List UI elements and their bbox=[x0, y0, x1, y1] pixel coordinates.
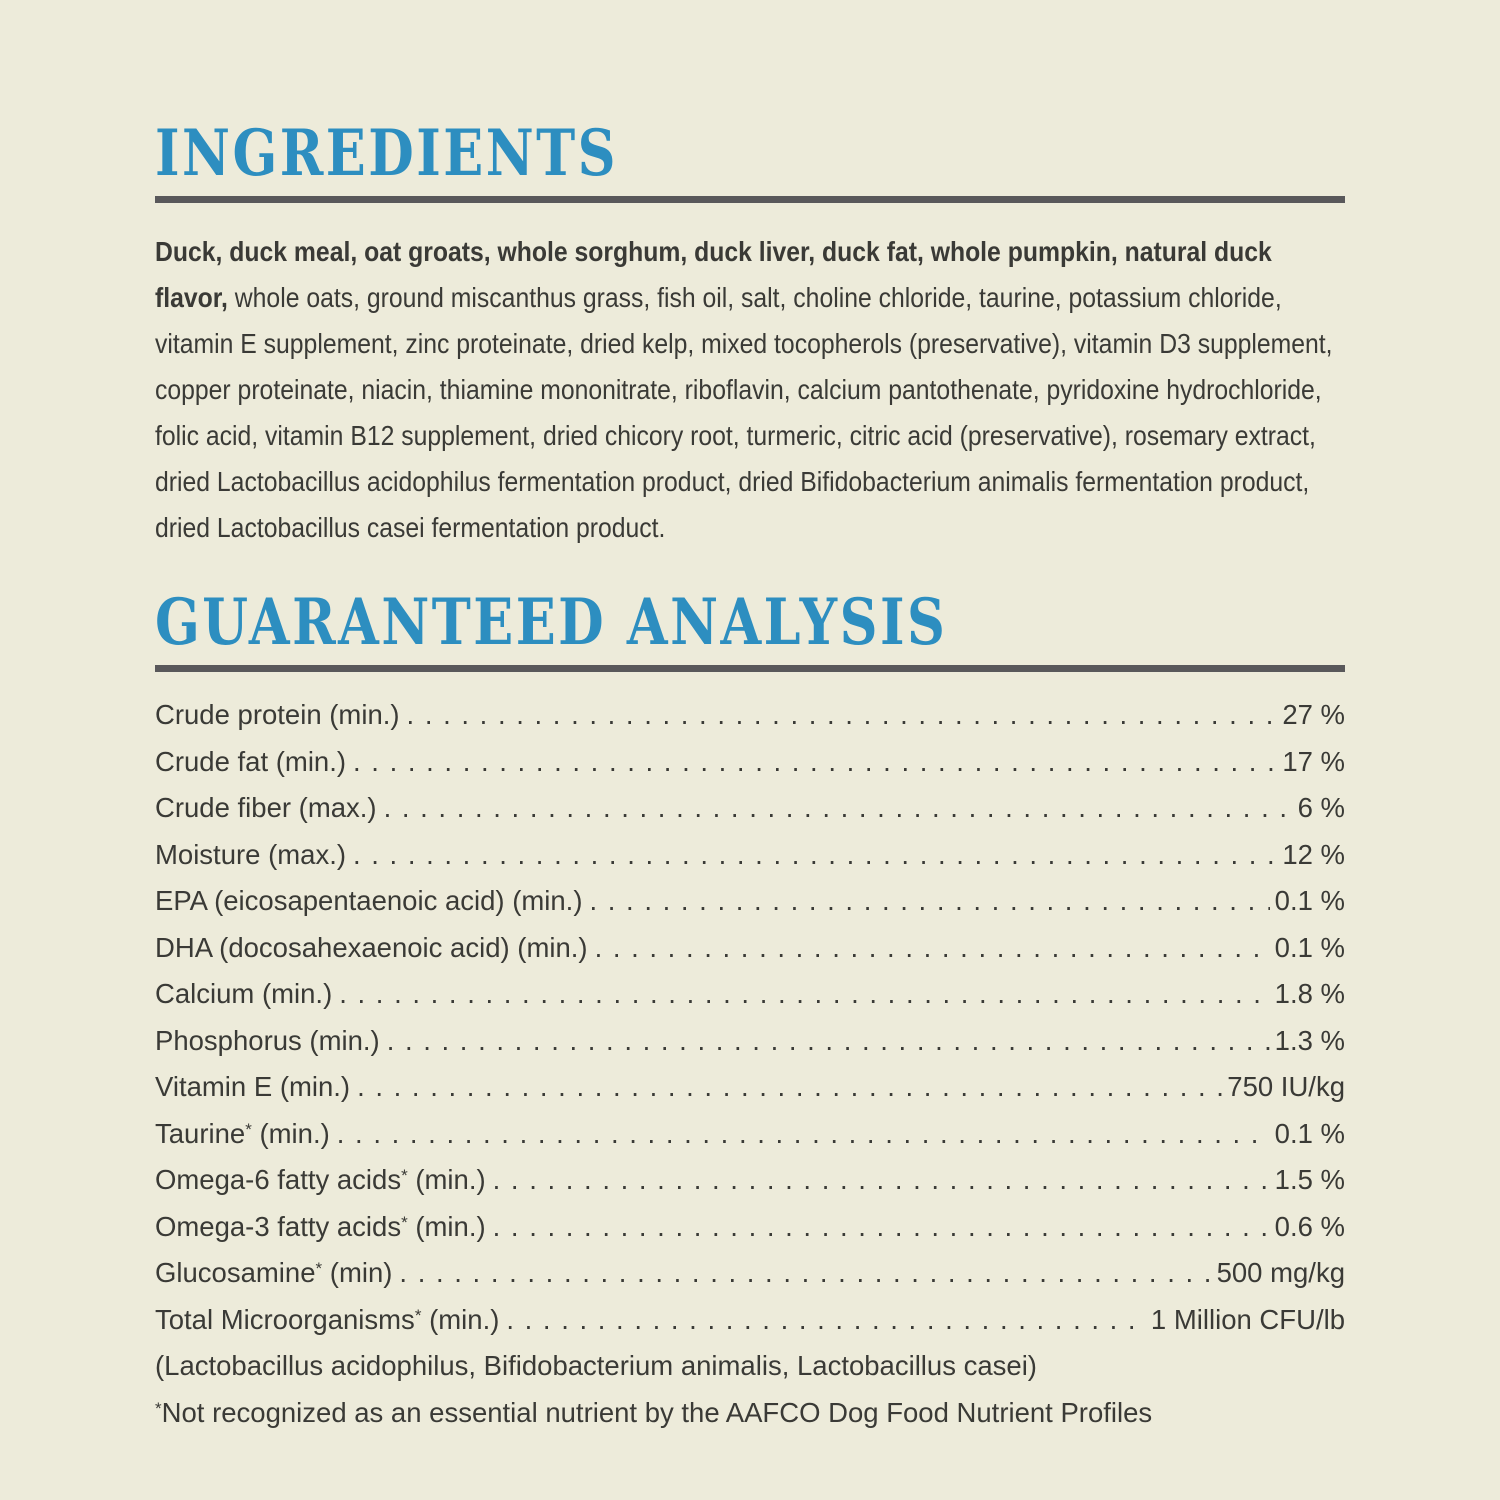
ingredients-text: Duck, duck meal, oat groats, whole sorgh… bbox=[155, 229, 1345, 551]
leader-dots bbox=[589, 878, 1269, 925]
row-value: 17 % bbox=[1282, 745, 1345, 777]
analysis-row-taurine: Taurine* (min.) 0.1 % bbox=[155, 1111, 1345, 1158]
leader-dots bbox=[387, 1018, 1270, 1065]
footnote-asterisk: * bbox=[315, 1259, 323, 1279]
leader-dots bbox=[353, 832, 1277, 879]
aafco-footnote: *Not recognized as an essential nutrient… bbox=[155, 1390, 1345, 1441]
leader-dots bbox=[595, 925, 1270, 972]
row-label: Moisture (max.) bbox=[155, 838, 346, 870]
row-value: 0.1 % bbox=[1274, 931, 1345, 963]
ingredients-rest: whole oats, ground miscanthus grass, fis… bbox=[155, 282, 1333, 543]
analysis-row-omega-3: Omega-3 fatty acids* (min.) 0.6 % bbox=[155, 1204, 1345, 1251]
guaranteed-analysis-table: Crude protein (min.) 27 % Crude fat (min… bbox=[155, 692, 1345, 1343]
footnote-asterisk: * bbox=[414, 1305, 422, 1325]
analysis-row-calcium: Calcium (min.) 1.8 % bbox=[155, 971, 1345, 1018]
ingredients-title: INGREDIENTS bbox=[155, 116, 618, 191]
leader-dots bbox=[337, 1111, 1270, 1158]
leader-dots bbox=[399, 1250, 1211, 1297]
row-label: EPA (eicosapentaenoic acid) (min.) bbox=[155, 885, 583, 916]
analysis-row-total-microorganisms: Total Microorganisms* (min.) 1 Million C… bbox=[155, 1297, 1345, 1344]
analysis-row-glucosamine: Glucosamine* (min) 500 mg/kg bbox=[155, 1250, 1345, 1297]
row-label: Omega-6 fatty acids* (min.) bbox=[155, 1164, 486, 1195]
row-value: 6 % bbox=[1297, 792, 1345, 823]
row-label: Crude fat (min.) bbox=[155, 745, 347, 777]
footnote-asterisk: * bbox=[401, 1166, 408, 1186]
leader-dots bbox=[384, 785, 1293, 832]
guaranteed-analysis-title: GUARANTEED ANALYSIS bbox=[155, 585, 948, 660]
row-value: 1.8 % bbox=[1274, 978, 1345, 1009]
analysis-row-vitamin-e: Vitamin E (min.) 750 IU/kg bbox=[155, 1064, 1345, 1111]
analysis-row-moisture: Moisture (max.) 12 % bbox=[155, 832, 1345, 879]
leader-dots bbox=[339, 971, 1269, 1018]
analysis-row-crude-fat: Crude fat (min.) 17 % bbox=[155, 739, 1345, 786]
ingredients-divider bbox=[155, 196, 1345, 203]
guaranteed-analysis-divider bbox=[155, 665, 1345, 672]
row-value: 0.1 % bbox=[1274, 885, 1345, 916]
row-value: 0.1 % bbox=[1274, 1117, 1345, 1149]
analysis-row-crude-protein: Crude protein (min.) 27 % bbox=[155, 692, 1345, 739]
row-label: Glucosamine* (min) bbox=[155, 1257, 393, 1288]
analysis-row-crude-fiber: Crude fiber (max.) 6 % bbox=[155, 785, 1345, 832]
row-value: 27 % bbox=[1282, 699, 1345, 730]
row-value: 750 IU/kg bbox=[1227, 1071, 1345, 1102]
analysis-row-phosphorus: Phosphorus (min.) 1.3 % bbox=[155, 1018, 1345, 1065]
row-label: Total Microorganisms* (min.) bbox=[155, 1303, 500, 1335]
row-value: 500 mg/kg bbox=[1216, 1257, 1345, 1288]
row-label: Taurine* (min.) bbox=[155, 1117, 330, 1149]
leader-dots bbox=[353, 739, 1277, 786]
analysis-row-omega-6: Omega-6 fatty acids* (min.) 1.5 % bbox=[155, 1157, 1345, 1204]
guaranteed-analysis-section: GUARANTEED ANALYSIS Crude protein (min.)… bbox=[155, 585, 1345, 1441]
row-label: Calcium (min.) bbox=[155, 978, 333, 1009]
footnote-asterisk: * bbox=[155, 1398, 162, 1418]
row-value: 1.5 % bbox=[1274, 1164, 1345, 1195]
row-value: 12 % bbox=[1282, 838, 1345, 870]
analysis-row-epa: EPA (eicosapentaenoic acid) (min.) 0.1 % bbox=[155, 878, 1345, 925]
analysis-row-dha: DHA (docosahexaenoic acid) (min.) 0.1 % bbox=[155, 925, 1345, 972]
aafco-footnote-text: Not recognized as an essential nutrient … bbox=[161, 1396, 1153, 1428]
row-label: Omega-3 fatty acids* (min.) bbox=[155, 1210, 486, 1242]
leader-dots bbox=[407, 692, 1278, 739]
row-value: 0.6 % bbox=[1274, 1210, 1345, 1242]
ingredients-section: INGREDIENTS Duck, duck meal, oat groats,… bbox=[155, 116, 1345, 551]
footnote-asterisk: * bbox=[245, 1119, 252, 1139]
row-label: DHA (docosahexaenoic acid) (min.) bbox=[155, 931, 588, 963]
row-label: Crude fiber (max.) bbox=[155, 792, 377, 823]
row-label: Phosphorus (min.) bbox=[155, 1024, 380, 1056]
row-label: Vitamin E (min.) bbox=[155, 1071, 351, 1102]
ingredients-primary: Duck, duck meal, oat groats, whole sorgh… bbox=[155, 236, 1272, 313]
leader-dots bbox=[357, 1064, 1222, 1111]
footnote-asterisk: * bbox=[401, 1212, 408, 1232]
row-label: Crude protein (min.) bbox=[155, 699, 400, 730]
leader-dots bbox=[493, 1204, 1270, 1251]
microorganisms-species-note: (Lactobacillus acidophilus, Bifidobacter… bbox=[155, 1350, 1037, 1381]
leader-dots bbox=[493, 1157, 1270, 1204]
leader-dots bbox=[506, 1297, 1146, 1344]
row-value: 1 Million CFU/lb bbox=[1150, 1303, 1345, 1335]
row-value: 1.3 % bbox=[1274, 1024, 1345, 1056]
